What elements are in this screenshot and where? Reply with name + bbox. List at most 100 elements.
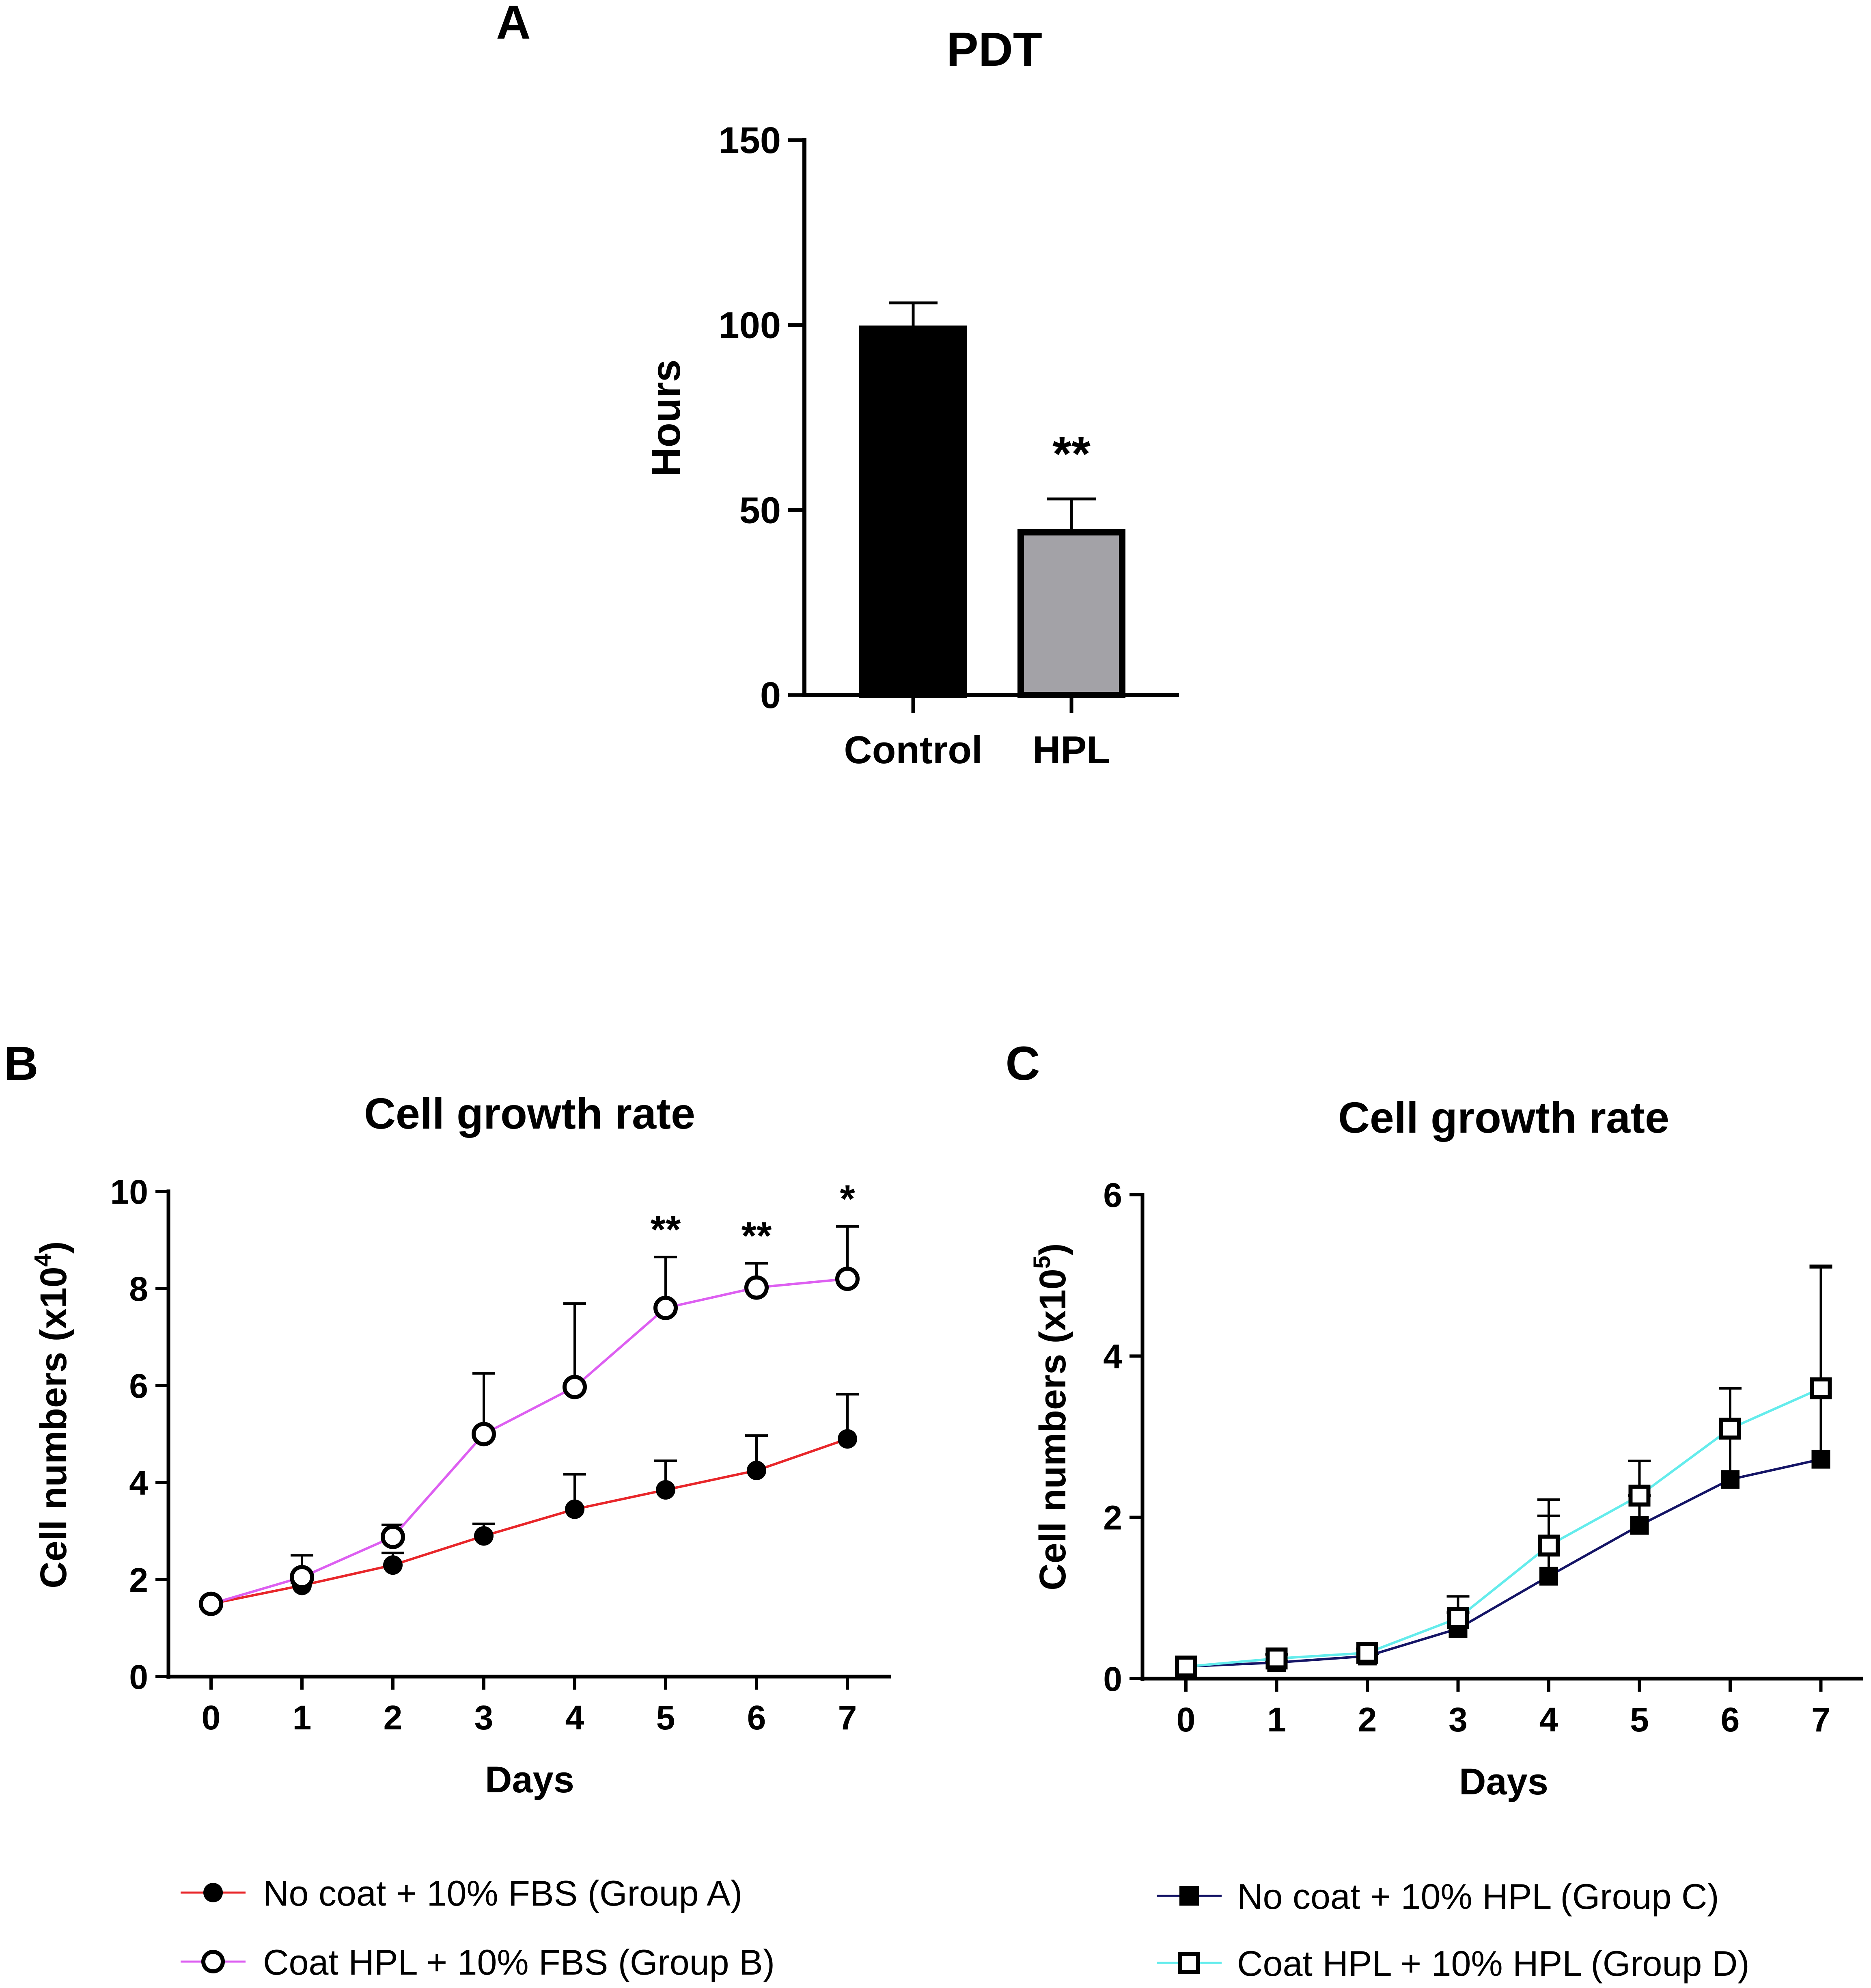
panel-c-plot: 0 2 4 6 0 1 2 3 4 5 6 7 [1103,1176,1863,1739]
panel-b-ytick-label: 8 [129,1270,148,1308]
panel-c-xtick-label: 4 [1539,1701,1558,1739]
panel-a-axes [802,138,1179,697]
panel-a: A PDT Hours 0 50 100 150 Control HPL ** [496,0,1179,772]
panel-c-xtick-label: 6 [1721,1701,1740,1739]
panel-c-legend: No coat + 10% HPL (Group C) Coat HPL + 1… [1157,1876,1750,1984]
panel-b-xtick-label: 1 [293,1699,312,1737]
panel-b-point-series-1 [838,1429,857,1449]
panel-c-letter: C [1005,1037,1040,1090]
panel-c-xtick-label: 5 [1630,1701,1649,1739]
panel-b-legend: No coat + 10% FBS (Group A) Coat HPL + 1… [181,1873,775,1982]
panel-b-point-series-1 [383,1555,403,1575]
panel-b-point-series-2 [290,1565,314,1590]
panel-b-point-series-2 [744,1275,769,1300]
panel-c-xtick-label: 3 [1449,1701,1468,1739]
panel-a-bars: ** [859,301,1125,698]
panel-a-ylabel: Hours [643,360,689,477]
legend-label-group-c: No coat + 10% HPL (Group C) [1237,1876,1719,1917]
panel-b-significance: ** [742,1214,772,1258]
panel-b-title: Cell growth rate [364,1089,695,1138]
legend-marker-group-a [203,1883,223,1902]
panel-b-ytick-label: 4 [129,1464,148,1502]
panel-b-point-series-2 [472,1422,496,1446]
panel-c-point-series-1 [1630,1516,1649,1535]
panel-c-ylabel: Cell numbers (x105) [1029,1243,1073,1590]
panel-b-ytick-label: 2 [129,1561,148,1599]
panel-c-point-series-2 [1810,1377,1832,1399]
panel-c: C Cell growth rate Cell numbers (x105) D… [1005,1037,1863,1984]
panel-b-significance: ** [651,1208,681,1251]
panel-c-ytick-label: 4 [1103,1337,1122,1375]
panel-c-point-series-2 [1356,1642,1378,1664]
panel-c-ylabel-close: ) [1032,1243,1073,1256]
panel-b-letter: B [4,1037,38,1090]
panel-b-ytick-label: 0 [129,1658,148,1696]
legend-marker-group-c [1179,1886,1199,1906]
panel-c-point-series-1 [1721,1470,1740,1489]
panel-c-point-series-2 [1265,1647,1288,1670]
panel-c-ylabel-base: Cell numbers (x10 [1032,1269,1073,1591]
panel-b-ylabel: Cell numbers (x104) [30,1241,74,1588]
panel-b-xtick-label: 5 [656,1699,675,1737]
panel-b-point-series-2 [199,1591,223,1616]
panel-c-ytick-label: 2 [1103,1499,1122,1537]
panel-b-point-series-2 [563,1375,587,1399]
panel-b-ylabel-close: ) [33,1241,74,1254]
panel-b-xtick-label: 7 [838,1699,857,1737]
panel-b-series-line-2 [211,1278,848,1605]
panel-c-ylabel-exponent: 5 [1029,1256,1055,1269]
legend-item-group-a: No coat + 10% FBS (Group A) [181,1873,742,1913]
panel-b-ylabel-exponent: 4 [30,1254,56,1267]
panel-c-ytick-label: 6 [1103,1176,1122,1214]
panel-c-xtick-label: 2 [1358,1701,1377,1739]
panel-a-ytick-label: 100 [719,305,781,346]
panel-c-point-series-2 [1175,1656,1197,1678]
panel-c-xlabel: Days [1459,1761,1548,1802]
legend-item-group-b: Coat HPL + 10% FBS (Group B) [181,1942,775,1982]
panel-b-xtick-label: 3 [474,1699,494,1737]
legend-label-group-d: Coat HPL + 10% HPL (Group D) [1237,1943,1750,1984]
panel-a-xtick-label: Control [844,728,982,772]
panel-b-point-series-2 [381,1524,405,1549]
panel-c-point-series-1 [1539,1567,1558,1586]
panel-b-significance: * [840,1177,855,1221]
legend-item-group-d: Coat HPL + 10% HPL (Group D) [1157,1943,1750,1984]
legend-label-group-b: Coat HPL + 10% FBS (Group B) [263,1942,775,1982]
panel-b: B Cell growth rate Cell numbers (x104) D… [4,1037,891,1982]
panel-a-bar-hpl [1017,529,1125,698]
panel-b-point-series-2 [835,1267,860,1291]
panel-c-point-series-2 [1447,1607,1469,1629]
panel-b-xtick-label: 6 [747,1699,766,1737]
panel-b-point-series-1 [656,1480,675,1500]
panel-a-xtick-label: HPL [1032,728,1110,772]
panel-c-point-series-2 [1628,1485,1651,1507]
panel-b-ytick-label: 6 [129,1367,148,1405]
panel-b-point-series-2 [653,1295,678,1320]
panel-a-ticks: 0 50 100 150 Control HPL [719,120,1111,772]
panel-b-xtick-label: 2 [384,1699,403,1737]
panel-a-ytick-label: 150 [719,120,781,161]
panel-b-point-series-1 [474,1526,494,1546]
panel-c-title: Cell growth rate [1338,1093,1669,1142]
panel-b-xtick-label: 4 [565,1699,584,1737]
panel-c-xtick-label: 1 [1267,1701,1286,1739]
panel-a-ytick-label: 0 [760,675,781,716]
panel-c-series-line-1 [1186,1458,1821,1668]
panel-c-series-line-2 [1186,1387,1821,1668]
panel-c-point-series-2 [1538,1535,1560,1557]
panel-a-bar-control [859,325,967,698]
panel-b-ytick-label: 10 [110,1173,148,1211]
panel-c-xtick-label: 7 [1811,1701,1830,1739]
panel-c-ytick-label: 0 [1103,1660,1122,1698]
panel-b-xlabel: Days [485,1759,574,1800]
panel-a-letter: A [496,0,530,49]
panel-b-point-series-1 [747,1461,766,1481]
panel-b-point-series-1 [565,1499,584,1519]
panel-b-series-line-1 [211,1438,848,1605]
legend-marker-group-b [201,1950,225,1973]
panel-a-title: PDT [946,23,1042,76]
panel-a-ytick-label: 50 [739,490,781,531]
panel-b-ylabel-base: Cell numbers (x10 [33,1267,74,1589]
